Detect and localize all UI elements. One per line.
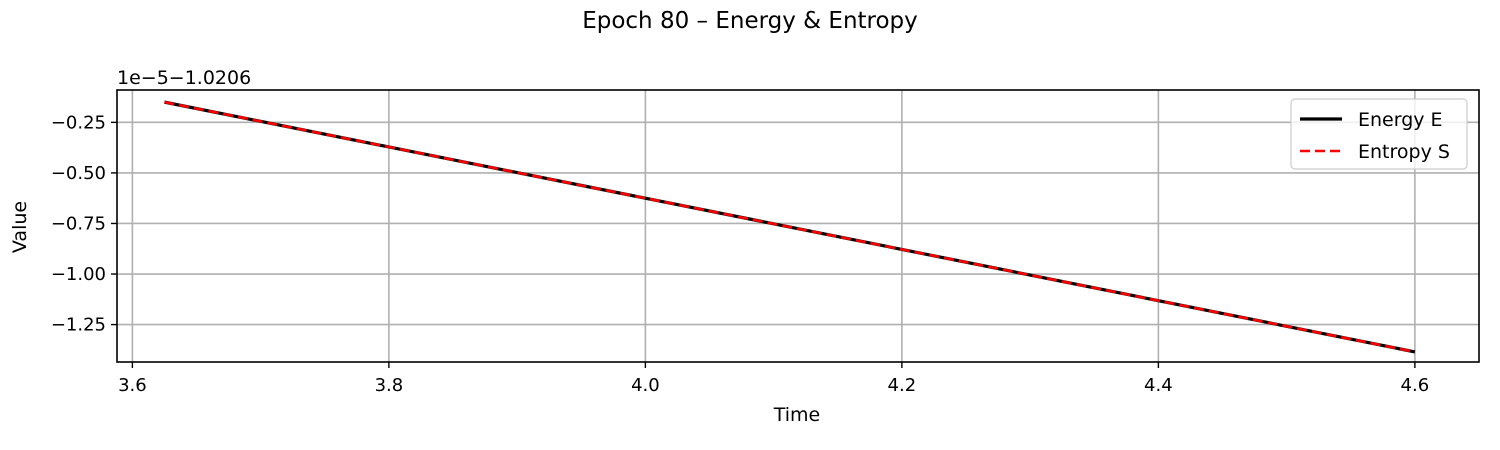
- x-tick-label: 4.6: [1401, 375, 1430, 396]
- x-tick-label: 4.2: [888, 375, 917, 396]
- y-tick-label: −0.25: [51, 112, 106, 133]
- axis-ticks: 3.6 3.8 4.0 4.2 4.4 4.6 −0.25 −0.50 −0.75 −1.00 −1…: [51, 112, 1429, 396]
- y-tick-label: −0.50: [51, 163, 106, 184]
- y-tick-label: −1.00: [51, 264, 106, 285]
- x-tick-label: 3.8: [375, 375, 404, 396]
- x-axis-label: Time: [773, 404, 821, 426]
- y-tick-label: −1.25: [51, 315, 106, 336]
- y-tick-label: −0.75: [51, 213, 106, 234]
- series-line-entropy-s: [164, 100, 1416, 354]
- plot-series: [164, 100, 1416, 354]
- chart-title: Epoch 80 – Energy & Entropy: [582, 8, 918, 34]
- legend: Energy E Entropy S: [1290, 98, 1468, 170]
- plot-frame: [116, 89, 1480, 363]
- legend-label: Energy E: [1358, 109, 1443, 131]
- y-axis-label: Value: [9, 201, 31, 253]
- legend-label: Entropy S: [1358, 141, 1450, 163]
- grid: [117, 90, 1479, 362]
- x-tick-label: 4.4: [1144, 375, 1173, 396]
- x-tick-label: 3.6: [118, 375, 147, 396]
- x-tick-label: 4.0: [631, 375, 660, 396]
- y-offset-label: 1e−5−1.0206: [117, 67, 251, 89]
